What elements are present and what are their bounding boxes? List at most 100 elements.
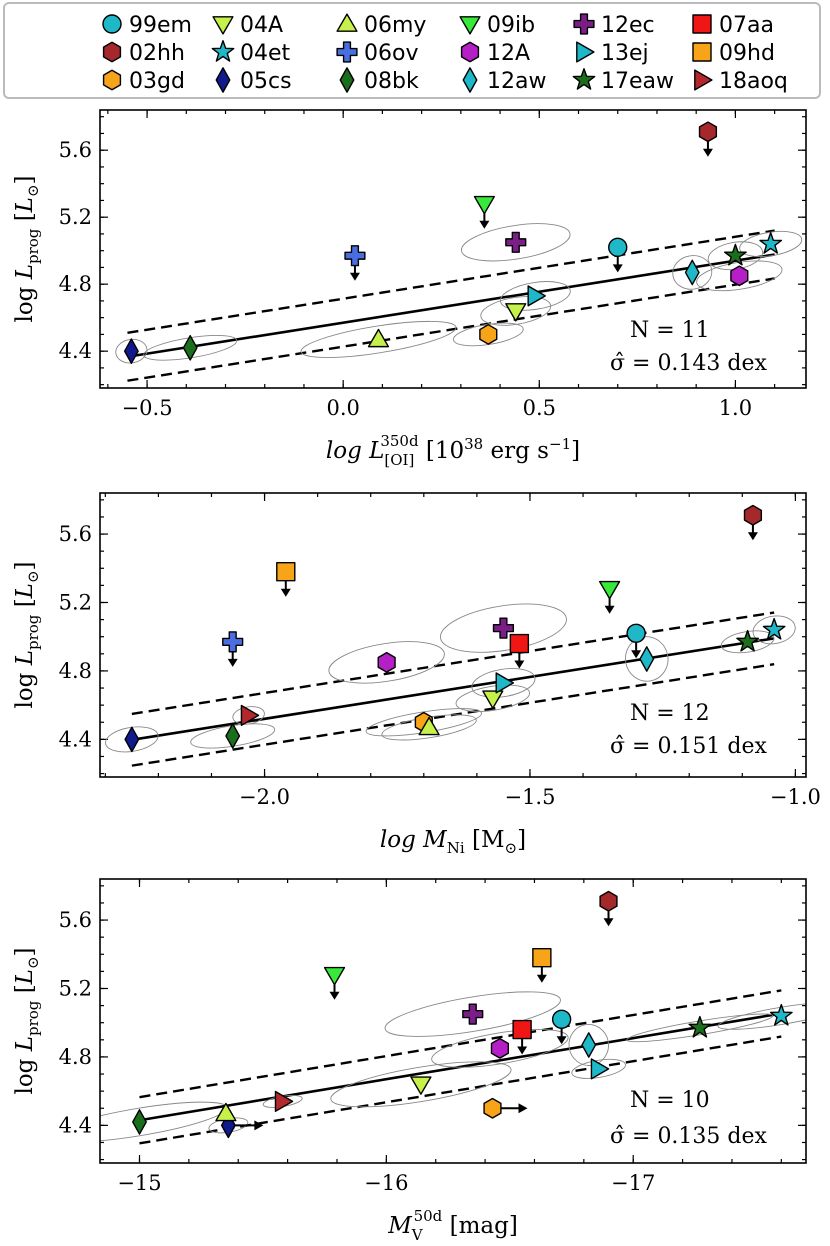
legend-label-12aw: 12aw (487, 69, 546, 94)
point-08bk (132, 1109, 147, 1135)
legend-marker-03gd (102, 69, 122, 91)
x-tick-label: −1.5 (504, 785, 555, 809)
axes-frame (99, 492, 807, 778)
error-ellipse-03gd (452, 322, 524, 347)
point-04A (505, 303, 527, 322)
point-12aw (684, 259, 700, 286)
point-12ec (462, 1003, 484, 1025)
legend-label-04A: 04A (240, 13, 283, 38)
point-18aoq (240, 704, 260, 727)
point-05cs (123, 338, 139, 365)
error-ellipse-12A (328, 641, 445, 684)
point-02hh (698, 121, 718, 143)
point-17eaw (688, 1015, 712, 1038)
error-ellipse-13ej (571, 1058, 626, 1079)
point-08bk (225, 723, 241, 749)
error-ellipse-06my (300, 320, 457, 358)
point-07aa (512, 1019, 532, 1040)
x-tick-label: 0.5 (523, 396, 556, 420)
point-04et (759, 232, 783, 254)
legend-marker-13ej (576, 41, 595, 63)
legend-marker-99em (102, 14, 122, 34)
fit-line (139, 1012, 782, 1122)
annotation-sigma: σ̂ = 0.151 dex (610, 734, 768, 759)
legend-marker-06my (336, 13, 358, 32)
error-ellipse-04A (455, 684, 531, 712)
point-12aw (581, 1032, 597, 1058)
point-12A (730, 265, 749, 287)
x-tick-label: −17 (611, 1171, 655, 1195)
point-12A (377, 651, 396, 673)
error-ellipse-05cs (115, 338, 148, 364)
annotation-sigma: σ̂ = 0.143 dex (610, 351, 768, 376)
point-13ej (590, 1058, 610, 1080)
point-06my (215, 1102, 237, 1122)
plot-area (105, 504, 796, 767)
point-06my (418, 716, 440, 736)
y-tick-label: 5.6 (59, 908, 92, 932)
point-09hd (532, 947, 552, 968)
point-04A (410, 1076, 432, 1095)
point-06ov (222, 631, 244, 653)
point-06my (367, 328, 390, 348)
y-tick-label: 5.2 (59, 205, 92, 229)
point-13ej (495, 672, 515, 694)
x-tick-label: −16 (364, 1171, 408, 1195)
point-12A (490, 1037, 510, 1059)
point-03gd (483, 1097, 502, 1119)
legend-label-06my: 06my (364, 13, 426, 38)
legend-marker-05cs (215, 67, 231, 93)
annotation-n: N = 12 (630, 701, 710, 726)
scatter-band-line (139, 989, 782, 1099)
legend-label-12A: 12A (487, 41, 530, 66)
point-04A (482, 690, 504, 709)
panel-oi-luminosity: 4.4 4.8 5.2 5.6 −0.5 0.0 0.5 1.0 log L[OI]350d [… (12, 109, 807, 469)
legend-label-07aa: 07aa (719, 13, 774, 38)
point-02hh (599, 890, 618, 912)
legend-label-08bk: 08bk (364, 69, 419, 94)
point-09ib (473, 195, 495, 215)
scatter-band-line (127, 277, 775, 382)
legend: 99em 04A 06my 09ib 12ec 07aa 02hh 04et 06ov 12A 13… (3, 2, 821, 99)
x-axis-label: log MNi [M⊙] (380, 827, 526, 857)
point-17eaw (736, 629, 760, 652)
legend-label-09ib: 09ib (487, 13, 535, 38)
plot-area (100, 890, 806, 1145)
point-07aa (509, 633, 530, 654)
y-axis-label: log Lprog [L⊙] (12, 175, 42, 322)
error-ellipse-04A (330, 1061, 512, 1108)
y-tick-label: 5.6 (59, 522, 92, 546)
legend-label-02hh: 02hh (129, 41, 185, 66)
legend-label-17eaw: 17eaw (601, 69, 674, 94)
x-axis-label: MV50d [mag] (387, 1207, 518, 1244)
y-tick-label: 4.8 (59, 1045, 92, 1069)
error-ellipse-12ec (384, 991, 561, 1037)
point-09hd (276, 561, 296, 582)
legend-marker-17eaw (572, 68, 596, 90)
error-ellipse-12A (696, 260, 783, 292)
axes-frame (99, 878, 807, 1164)
annotation-n: N = 10 (630, 1088, 710, 1113)
error-ellipse-12A (431, 1028, 569, 1068)
legend-marker-09ib (459, 16, 481, 35)
x-tick-label: −0.5 (122, 396, 173, 420)
panel-v-magnitude: 4.4 4.8 5.2 5.6 −15 −16 −17 MV50d [mag] log Lpro… (12, 878, 807, 1244)
point-99em (608, 237, 628, 258)
point-13ej (527, 285, 546, 307)
x-axis-label: log L[OI]350d [1038 erg s−1] (326, 432, 580, 469)
legend-label-12ec: 12ec (601, 13, 655, 38)
point-08bk (182, 334, 198, 361)
annotation-sigma: σ̂ = 0.135 dex (610, 1124, 768, 1149)
legend-label-99em: 99em (129, 13, 192, 38)
error-ellipse-04A (480, 296, 552, 326)
error-ellipse-18aoq (232, 706, 265, 725)
point-05cs (124, 726, 140, 753)
error-ellipse-13ej (471, 668, 536, 698)
legend-marker-12aw (462, 67, 478, 93)
legend-marker-08bk (339, 67, 355, 93)
x-tick-label: −1.0 (770, 785, 821, 809)
y-tick-label: 5.2 (59, 976, 92, 1000)
y-axis-label: log Lprog [L⊙] (12, 947, 42, 1094)
point-18aoq (274, 1090, 294, 1113)
